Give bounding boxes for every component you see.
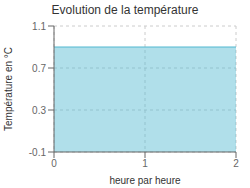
html-text:Evolution de la température: Evolution de la température [51,3,199,17]
svg-text:2: 2 [233,158,239,169]
svg-text:heure par heure: heure par heure [109,175,181,186]
svg-text:-0.1: -0.1 [29,147,47,158]
svg-text:0.7: 0.7 [32,63,46,74]
svg-text:0.3: 0.3 [32,105,46,116]
svg-text:1: 1 [142,158,148,169]
svg-text:1.1: 1.1 [32,21,46,32]
svg-text:0: 0 [51,158,57,169]
svg-text:Température en °C: Température en °C [8,47,14,131]
